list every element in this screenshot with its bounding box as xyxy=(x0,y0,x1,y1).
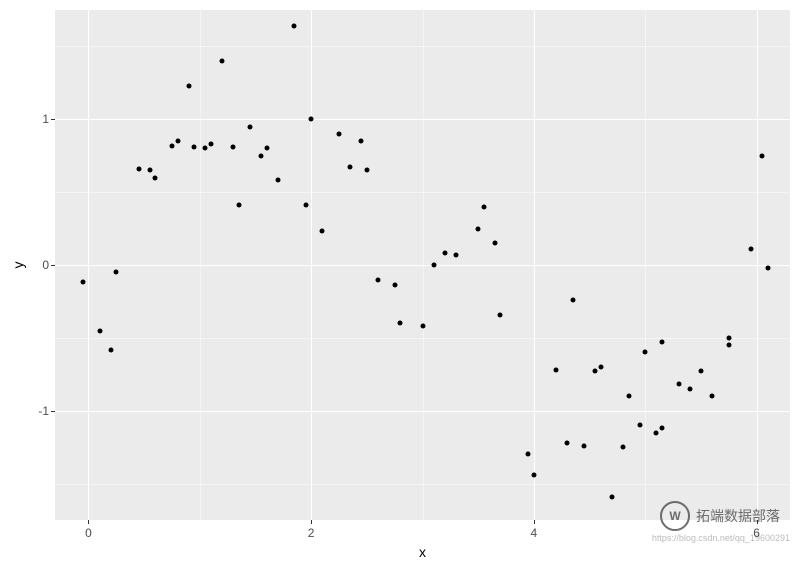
data-point xyxy=(114,270,119,275)
wechat-icon: W xyxy=(660,501,690,531)
data-point xyxy=(476,226,481,231)
data-point xyxy=(320,229,325,234)
data-point xyxy=(97,328,102,333)
data-point xyxy=(498,312,503,317)
data-point xyxy=(687,386,692,391)
data-point xyxy=(236,203,241,208)
data-point xyxy=(593,369,598,374)
data-point xyxy=(676,382,681,387)
data-point xyxy=(453,252,458,257)
x-tick-label: 0 xyxy=(85,526,92,540)
gridline-y-minor xyxy=(55,338,790,339)
data-point xyxy=(364,168,369,173)
data-point xyxy=(620,445,625,450)
gridline-y-major xyxy=(55,411,790,412)
data-point xyxy=(726,343,731,348)
data-point xyxy=(637,423,642,428)
data-point xyxy=(492,241,497,246)
data-point xyxy=(169,143,174,148)
data-point xyxy=(259,153,264,158)
y-tick-label: 1 xyxy=(31,112,49,126)
y-tick-label: -1 xyxy=(31,404,49,418)
data-point xyxy=(359,139,364,144)
data-point xyxy=(175,139,180,144)
data-point xyxy=(570,297,575,302)
data-point xyxy=(726,335,731,340)
data-point xyxy=(153,175,158,180)
data-point xyxy=(431,263,436,268)
data-point xyxy=(581,443,586,448)
data-point xyxy=(392,283,397,288)
data-point xyxy=(609,494,614,499)
scatter-chart: y x W 拓端数据部落 https://blog.csdn.net/qq_19… xyxy=(0,0,800,571)
y-tick-mark xyxy=(51,265,55,266)
data-point xyxy=(659,340,664,345)
y-axis-title: y xyxy=(10,262,26,269)
gridline-y-minor xyxy=(55,46,790,47)
plot-panel xyxy=(55,10,790,520)
data-point xyxy=(231,144,236,149)
data-point xyxy=(108,347,113,352)
data-point xyxy=(275,178,280,183)
watermark-url: https://blog.csdn.net/qq_19600291 xyxy=(652,533,790,543)
watermark: W 拓端数据部落 xyxy=(660,501,780,531)
data-point xyxy=(336,131,341,136)
data-point xyxy=(659,426,664,431)
gridline-y-minor xyxy=(55,484,790,485)
data-point xyxy=(398,321,403,326)
data-point xyxy=(565,440,570,445)
data-point xyxy=(303,203,308,208)
data-point xyxy=(698,369,703,374)
data-point xyxy=(598,365,603,370)
data-point xyxy=(442,251,447,256)
data-point xyxy=(309,117,314,122)
data-point xyxy=(654,430,659,435)
gridline-y-major xyxy=(55,265,790,266)
data-point xyxy=(749,246,754,251)
data-point xyxy=(264,146,269,151)
data-point xyxy=(760,153,765,158)
data-point xyxy=(203,146,208,151)
x-axis-title: x xyxy=(419,544,426,560)
x-tick-mark xyxy=(311,520,312,524)
data-point xyxy=(292,24,297,29)
data-point xyxy=(348,165,353,170)
data-point xyxy=(526,452,531,457)
data-point xyxy=(420,324,425,329)
x-tick-mark xyxy=(757,520,758,524)
y-tick-label: 0 xyxy=(31,258,49,272)
data-point xyxy=(208,142,213,147)
x-tick-label: 6 xyxy=(753,526,760,540)
y-tick-mark xyxy=(51,411,55,412)
data-point xyxy=(147,168,152,173)
data-point xyxy=(626,394,631,399)
data-point xyxy=(710,394,715,399)
data-point xyxy=(220,59,225,64)
data-point xyxy=(375,277,380,282)
x-tick-mark xyxy=(534,520,535,524)
data-point xyxy=(531,472,536,477)
data-point xyxy=(481,204,486,209)
x-tick-label: 4 xyxy=(531,526,538,540)
data-point xyxy=(80,280,85,285)
data-point xyxy=(554,367,559,372)
data-point xyxy=(643,350,648,355)
data-point xyxy=(192,144,197,149)
data-point xyxy=(136,166,141,171)
gridline-y-major xyxy=(55,119,790,120)
watermark-text: 拓端数据部落 xyxy=(696,506,780,526)
data-point xyxy=(186,83,191,88)
x-tick-mark xyxy=(88,520,89,524)
y-tick-mark xyxy=(51,119,55,120)
x-tick-label: 2 xyxy=(308,526,315,540)
data-point xyxy=(247,124,252,129)
data-point xyxy=(765,265,770,270)
gridline-y-minor xyxy=(55,192,790,193)
